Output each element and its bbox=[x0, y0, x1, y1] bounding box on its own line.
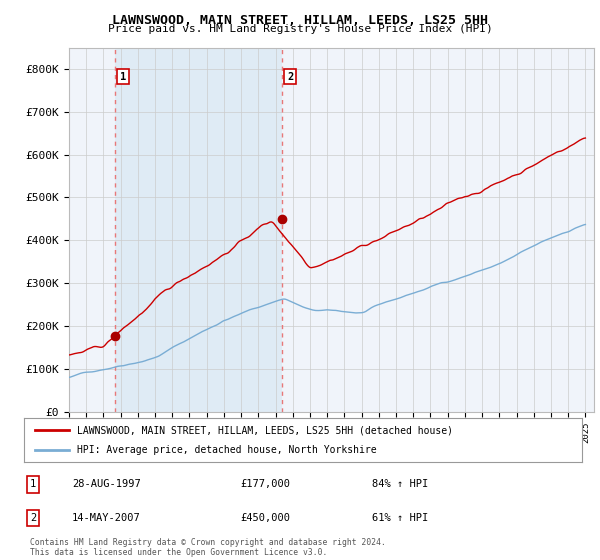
Text: 1: 1 bbox=[120, 72, 126, 82]
Text: 1: 1 bbox=[30, 479, 36, 489]
Text: 2: 2 bbox=[287, 72, 293, 82]
Text: LAWNSWOOD, MAIN STREET, HILLAM, LEEDS, LS25 5HH (detached house): LAWNSWOOD, MAIN STREET, HILLAM, LEEDS, L… bbox=[77, 425, 453, 435]
Text: 28-AUG-1997: 28-AUG-1997 bbox=[72, 479, 141, 489]
Bar bbox=[115, 48, 282, 412]
Text: 61% ↑ HPI: 61% ↑ HPI bbox=[372, 513, 428, 523]
Text: HPI: Average price, detached house, North Yorkshire: HPI: Average price, detached house, Nort… bbox=[77, 445, 377, 455]
Text: £177,000: £177,000 bbox=[240, 479, 290, 489]
Text: LAWNSWOOD, MAIN STREET, HILLAM, LEEDS, LS25 5HH: LAWNSWOOD, MAIN STREET, HILLAM, LEEDS, L… bbox=[112, 14, 488, 27]
Text: Price paid vs. HM Land Registry's House Price Index (HPI): Price paid vs. HM Land Registry's House … bbox=[107, 24, 493, 34]
Text: 84% ↑ HPI: 84% ↑ HPI bbox=[372, 479, 428, 489]
Text: 14-MAY-2007: 14-MAY-2007 bbox=[72, 513, 141, 523]
Text: £450,000: £450,000 bbox=[240, 513, 290, 523]
Text: Contains HM Land Registry data © Crown copyright and database right 2024.
This d: Contains HM Land Registry data © Crown c… bbox=[30, 538, 386, 557]
Text: 2: 2 bbox=[30, 513, 36, 523]
